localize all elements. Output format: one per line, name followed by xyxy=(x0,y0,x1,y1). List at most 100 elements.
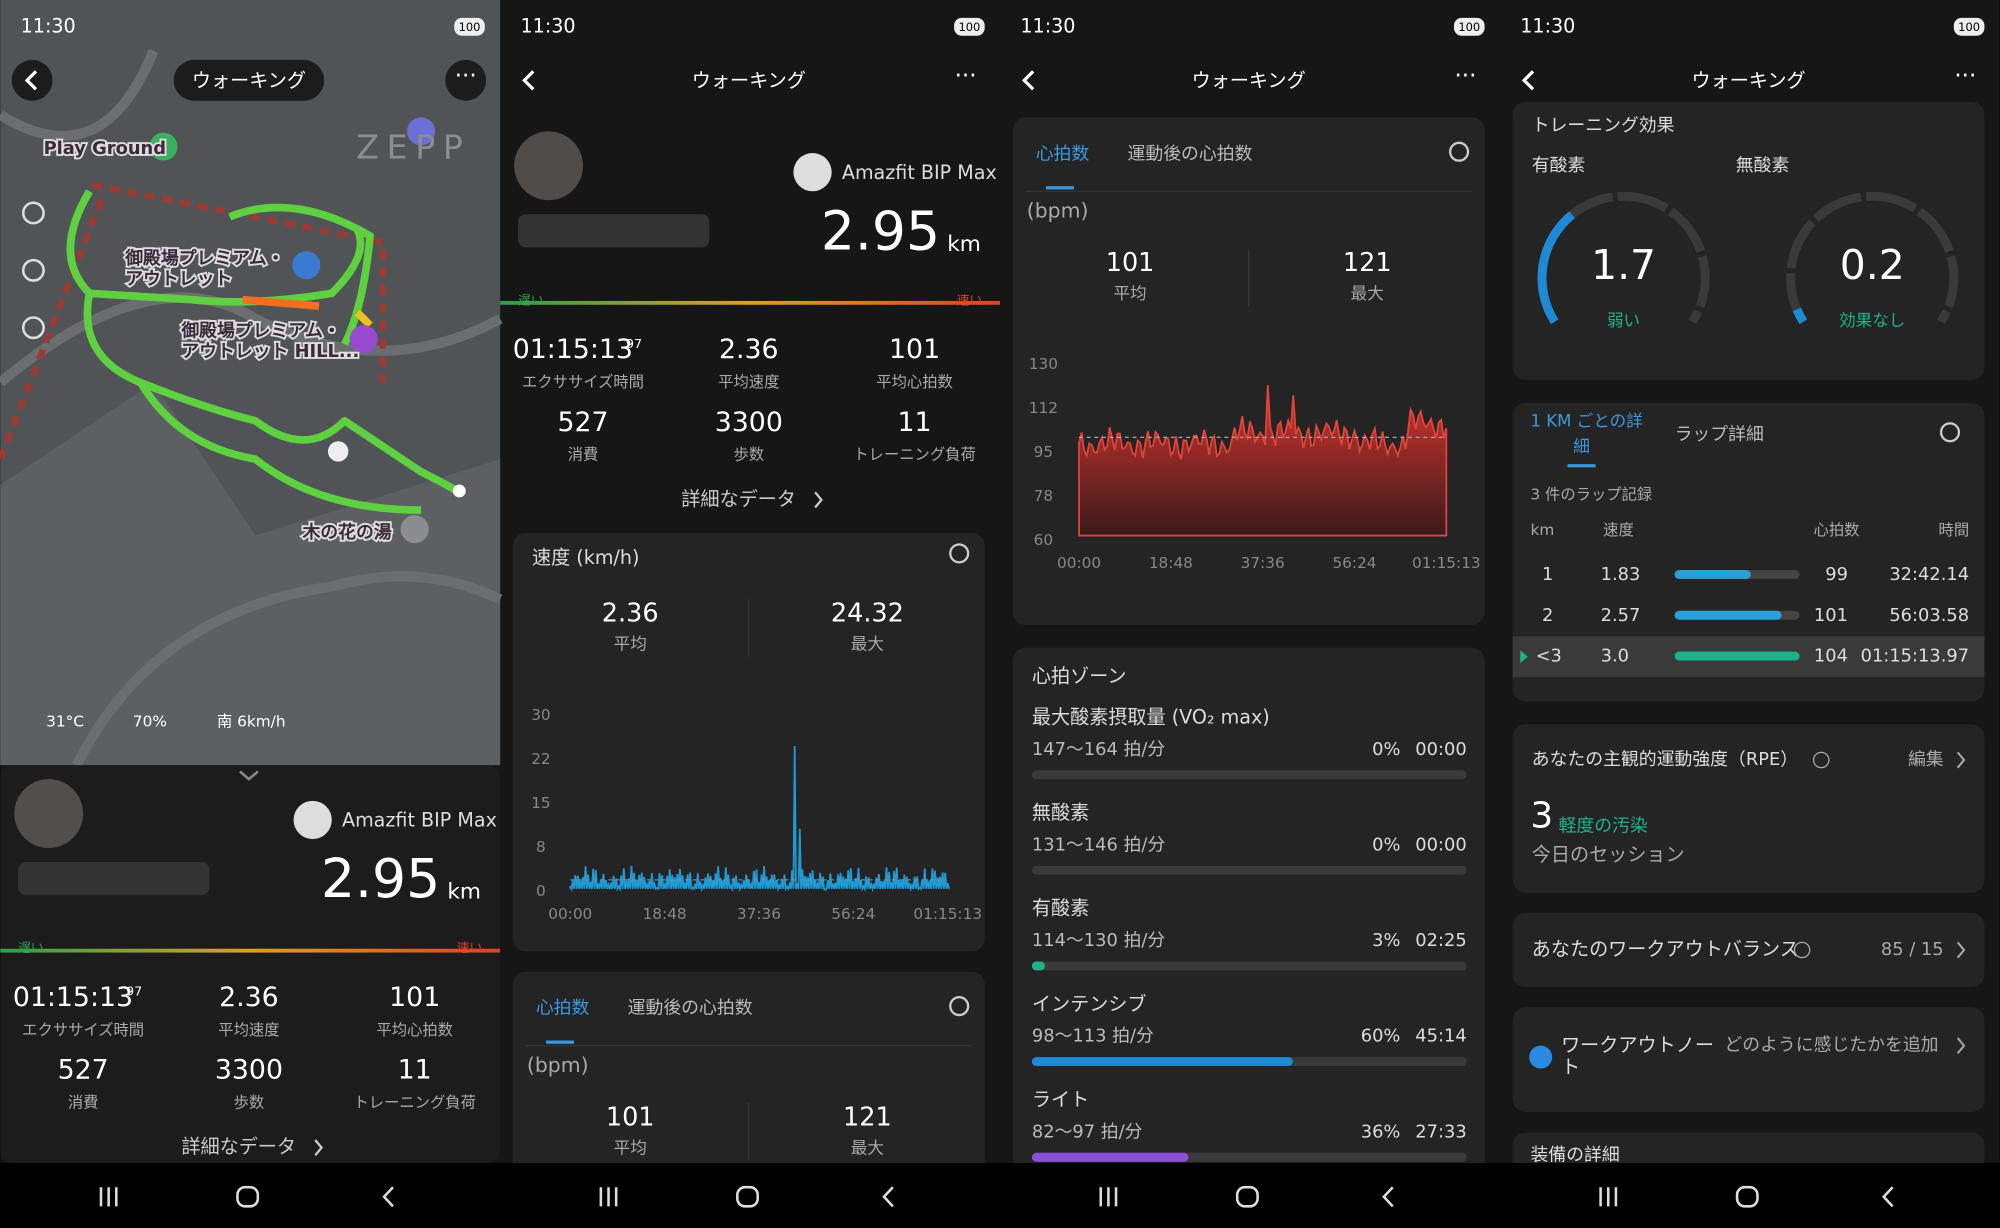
more-data-link[interactable]: 詳細なデータ xyxy=(181,1135,296,1158)
table-header: 速度 xyxy=(1603,521,1634,539)
nav-recent[interactable] xyxy=(1099,1187,1118,1207)
more-button[interactable] xyxy=(445,59,487,101)
max-value: 24.32 xyxy=(831,599,904,629)
zoom-icon[interactable] xyxy=(1939,422,1961,443)
lap-hr: 99 xyxy=(1825,564,1848,585)
zone-range: 147〜164 拍/分 xyxy=(1032,739,1165,760)
more-icon[interactable]: ··· xyxy=(1455,63,1477,89)
nav-back[interactable] xyxy=(1881,1186,1894,1208)
lap-bar xyxy=(1674,610,1782,620)
tab-active[interactable]: 1 KM ごとの詳 xyxy=(1530,412,1642,431)
x-tick-label: 56:24 xyxy=(1332,554,1376,572)
nav-back[interactable] xyxy=(382,1186,394,1208)
nav-home[interactable] xyxy=(1735,1185,1759,1208)
nav-home[interactable] xyxy=(736,1185,759,1208)
x-tick-label: 01:15:13 xyxy=(913,905,982,923)
tab[interactable]: 運動後の心拍数 xyxy=(1128,143,1253,164)
lap-hr: 104 xyxy=(1814,646,1848,667)
info-icon xyxy=(1793,941,1811,959)
zone-percent: 60% xyxy=(1361,1026,1401,1047)
more-icon[interactable]: ··· xyxy=(1954,63,1976,89)
zone-track xyxy=(1031,961,1467,971)
x-tick-label: 37:36 xyxy=(737,905,781,923)
tab-active[interactable]: 心拍数 xyxy=(1036,143,1090,164)
section-title: トレーニング効果 xyxy=(1532,115,1675,136)
zoom-icon[interactable] xyxy=(949,996,970,1017)
screen-title: ウォーキング xyxy=(692,69,806,92)
tab-active[interactable]: 心拍数 xyxy=(536,998,590,1019)
zone-range: 114〜130 拍/分 xyxy=(1032,930,1165,951)
gauge-rating: 効果なし xyxy=(1839,311,1905,330)
nav-home[interactable] xyxy=(1235,1185,1259,1208)
nav-recent[interactable] xyxy=(99,1187,118,1207)
speed-scale xyxy=(0,948,501,953)
stat-value: 101 xyxy=(889,334,940,365)
nav-home[interactable] xyxy=(236,1185,260,1208)
blurred-name xyxy=(18,862,210,896)
more-chevron xyxy=(314,1139,324,1157)
back-icon[interactable] xyxy=(522,70,535,91)
note-title[interactable]: ワークアウトノート xyxy=(1561,1033,1714,1078)
max-label: 最大 xyxy=(1351,284,1384,303)
tab[interactable]: ラップ詳細 xyxy=(1675,424,1764,445)
stat-value: 2.36 xyxy=(719,334,779,365)
status-time: 11:30 xyxy=(21,14,76,37)
tab-active: 細 xyxy=(1573,437,1590,456)
avg-label: 平均 xyxy=(1114,284,1147,303)
gauge-rating: 弱い xyxy=(1607,311,1640,330)
more-data-link[interactable]: 詳細なデータ xyxy=(681,487,796,510)
back-icon[interactable] xyxy=(1021,70,1035,91)
stat-value: 3300 xyxy=(215,1055,283,1086)
y-tick-label: 30 xyxy=(531,706,550,724)
back-icon[interactable] xyxy=(1521,70,1535,91)
gauge-fill xyxy=(1537,211,1575,325)
zone-time: 45:14 xyxy=(1415,1026,1466,1047)
battery-level: 100 xyxy=(1458,20,1480,34)
avatar xyxy=(14,779,84,848)
nav-recent[interactable] xyxy=(599,1187,618,1207)
more-icon[interactable]: ··· xyxy=(955,63,977,89)
zone-name: 無酸素 xyxy=(1032,801,1089,824)
y-tick-label: 78 xyxy=(1034,487,1053,505)
rpe-edit[interactable]: 編集 xyxy=(1908,749,1944,770)
y-tick-label: 95 xyxy=(1034,443,1053,461)
nav-recent[interactable] xyxy=(1599,1187,1618,1207)
stat-label: トレーニング負荷 xyxy=(353,1094,475,1112)
nav-back[interactable] xyxy=(882,1186,894,1208)
x-tick-label: 18:48 xyxy=(1149,554,1193,572)
tab[interactable]: 運動後の心拍数 xyxy=(628,998,753,1019)
gauge-label: 有酸素 xyxy=(1532,155,1586,176)
zoom-icon[interactable] xyxy=(949,543,970,564)
battery-level: 100 xyxy=(1958,20,1980,34)
weather-temp: 31°C xyxy=(46,712,84,730)
tab-indicator xyxy=(1567,464,1596,468)
chevron xyxy=(1956,941,1966,959)
zone-time: 27:33 xyxy=(1415,1121,1466,1142)
zoom-icon[interactable] xyxy=(1448,141,1470,162)
lap-km: <3 xyxy=(1536,646,1562,667)
battery xyxy=(954,17,985,36)
avg-value: 2.36 xyxy=(602,599,659,629)
lap-time: 32:42.14 xyxy=(1889,564,1969,585)
zone-time: 00:00 xyxy=(1415,739,1466,760)
blurred-name xyxy=(517,214,710,248)
map-label: 木の花の湯 xyxy=(301,521,391,543)
fast-label: 速い xyxy=(457,941,483,956)
back-button[interactable] xyxy=(11,59,53,101)
more-icon[interactable]: ··· xyxy=(455,63,477,89)
avg-value: 101 xyxy=(606,1102,655,1132)
unit-label: (bpm) xyxy=(1027,199,1089,223)
info-icon xyxy=(1812,751,1830,769)
device-icon xyxy=(293,800,332,840)
equipment-title: 装備の詳細 xyxy=(1530,1144,1619,1165)
battery xyxy=(454,17,485,36)
balance-title[interactable]: あなたのワークアウトバランス xyxy=(1532,938,1799,961)
nav-back[interactable] xyxy=(1382,1186,1394,1208)
x-tick-label: 01:15:13 xyxy=(1412,554,1481,572)
chevron xyxy=(1956,751,1966,769)
zone-range: 131〜146 拍/分 xyxy=(1032,834,1165,855)
stat-value: 11 xyxy=(898,407,932,438)
y-tick-label: 0 xyxy=(536,882,546,900)
